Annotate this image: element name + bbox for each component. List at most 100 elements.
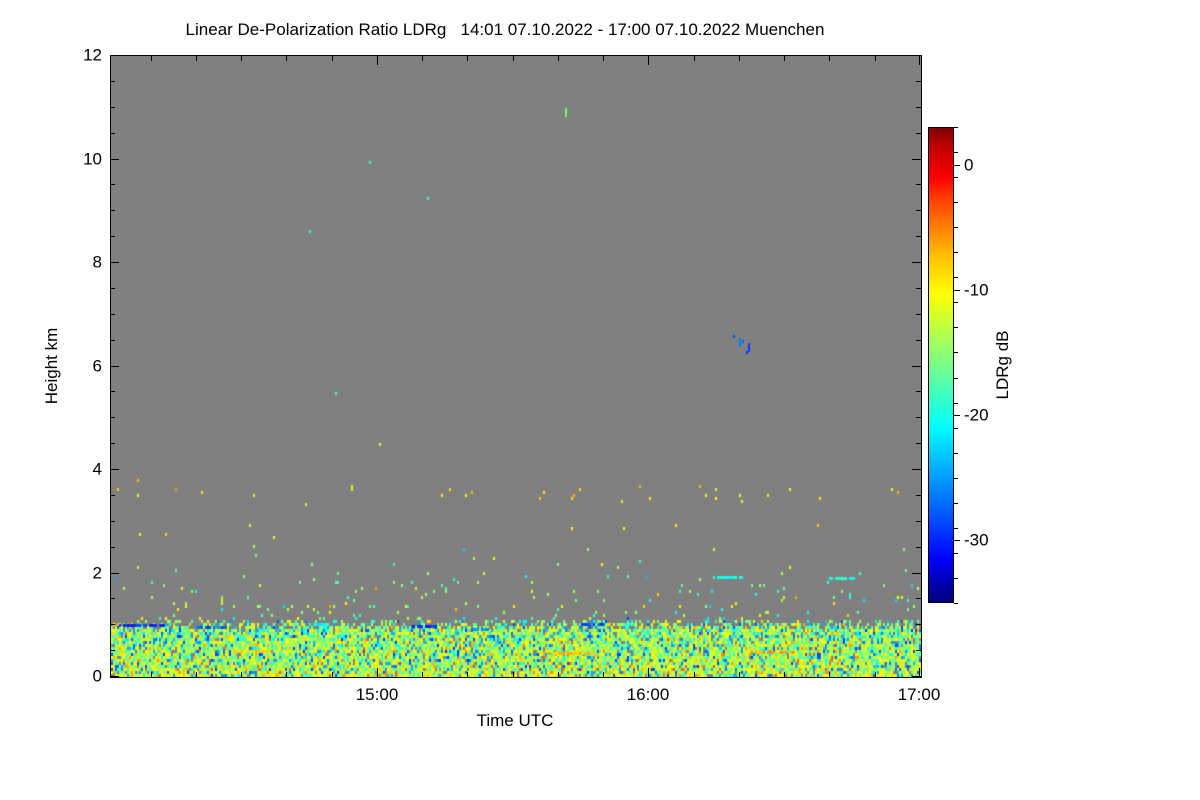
x-tick-minor [286,672,287,677]
colorbar-tick-label: -10 [964,280,989,300]
y-tick-label: 8 [92,252,102,272]
y-tick-major-right [912,469,921,470]
x-tick-minor-top [151,56,152,61]
x-tick-minor-top [196,56,197,61]
y-tick-minor [110,624,115,625]
x-tick-minor-top [467,56,468,61]
y-tick-major [110,159,119,160]
colorbar-tick-minor [954,428,958,429]
colorbar-tick-minor [954,227,958,228]
y-tick-minor-right [916,314,921,315]
y-tick-minor-right [916,107,921,108]
colorbar-tick [954,415,960,416]
x-tick-minor-top [513,56,514,61]
y-tick-major [110,469,119,470]
x-tick-minor [332,672,333,677]
x-tick-minor-top [603,56,604,61]
colorbar-tick-minor [954,152,958,153]
y-tick-label: 10 [83,149,102,169]
y-tick-minor [110,417,115,418]
y-tick-major [110,676,119,677]
colorbar-tick-minor [954,252,958,253]
x-tick-minor-top [286,56,287,61]
y-tick-minor-right [916,184,921,185]
x-tick-minor [829,672,830,677]
y-tick-minor-right [916,210,921,211]
x-tick-minor [151,672,152,677]
y-tick-minor [110,210,115,211]
colorbar-tick-label: -20 [964,405,989,425]
y-tick-minor-right [916,547,921,548]
y-tick-minor-right [916,521,921,522]
x-tick-minor [603,672,604,677]
x-tick-major-top [919,56,920,65]
y-tick-major-right [912,366,921,367]
y-tick-major [110,573,119,574]
y-tick-label: 12 [83,45,102,65]
x-tick-minor [196,672,197,677]
x-tick-minor [422,672,423,677]
colorbar-tick-minor [954,503,958,504]
colorbar-gradient [928,127,954,603]
x-tick-minor-top [739,56,740,61]
x-tick-minor-top [332,56,333,61]
x-tick-minor [739,672,740,677]
y-tick-major [110,366,119,367]
colorbar-tick [954,165,960,166]
colorbar-tick-label: -30 [964,530,989,550]
colorbar-tick-minor [954,478,958,479]
y-tick-minor-right [916,650,921,651]
y-tick-minor-right [916,624,921,625]
y-tick-minor [110,184,115,185]
y-tick-minor-right [916,598,921,599]
colorbar-tick-minor [954,453,958,454]
colorbar-tick-minor [954,127,958,128]
y-tick-minor [110,236,115,237]
y-tick-minor [110,443,115,444]
x-tick-minor [558,672,559,677]
y-tick-label: 2 [92,563,102,583]
colorbar-tick-minor [954,553,958,554]
x-tick-major [648,668,649,677]
y-tick-major-right [912,159,921,160]
y-tick-minor-right [916,495,921,496]
y-tick-minor-right [916,391,921,392]
colorbar-tick-minor [954,302,958,303]
colorbar [928,127,954,603]
y-tick-minor-right [916,443,921,444]
x-tick-minor-top [829,56,830,61]
colorbar-tick-minor [954,352,958,353]
x-tick-minor [467,672,468,677]
x-tick-minor [875,672,876,677]
colorbar-tick-minor [954,403,958,404]
colorbar-title: LDRg dB [993,330,1012,400]
y-tick-minor-right [916,133,921,134]
x-tick-minor-top [784,56,785,61]
x-tick-minor-top [875,56,876,61]
y-tick-minor-right [916,288,921,289]
plot-area[interactable] [110,55,922,678]
y-tick-minor [110,107,115,108]
x-tick-major-top [377,56,378,65]
y-tick-minor-right [916,81,921,82]
x-tick-minor [784,672,785,677]
colorbar-tick-minor [954,378,958,379]
x-tick-minor [513,672,514,677]
x-tick-major-top [648,56,649,65]
y-tick-label: 0 [92,666,102,686]
y-tick-minor [110,547,115,548]
y-tick-label: 6 [92,356,102,376]
y-tick-major-right [912,55,921,56]
y-tick-minor [110,598,115,599]
y-tick-major [110,262,119,263]
x-tick-minor [241,672,242,677]
colorbar-tick-minor [954,202,958,203]
y-tick-minor [110,314,115,315]
y-tick-minor-right [916,236,921,237]
y-tick-minor [110,391,115,392]
colorbar-tick-minor [954,327,958,328]
x-tick-minor-top [558,56,559,61]
x-tick-label: 17:00 [897,685,941,704]
colorbar-tick-minor [954,277,958,278]
